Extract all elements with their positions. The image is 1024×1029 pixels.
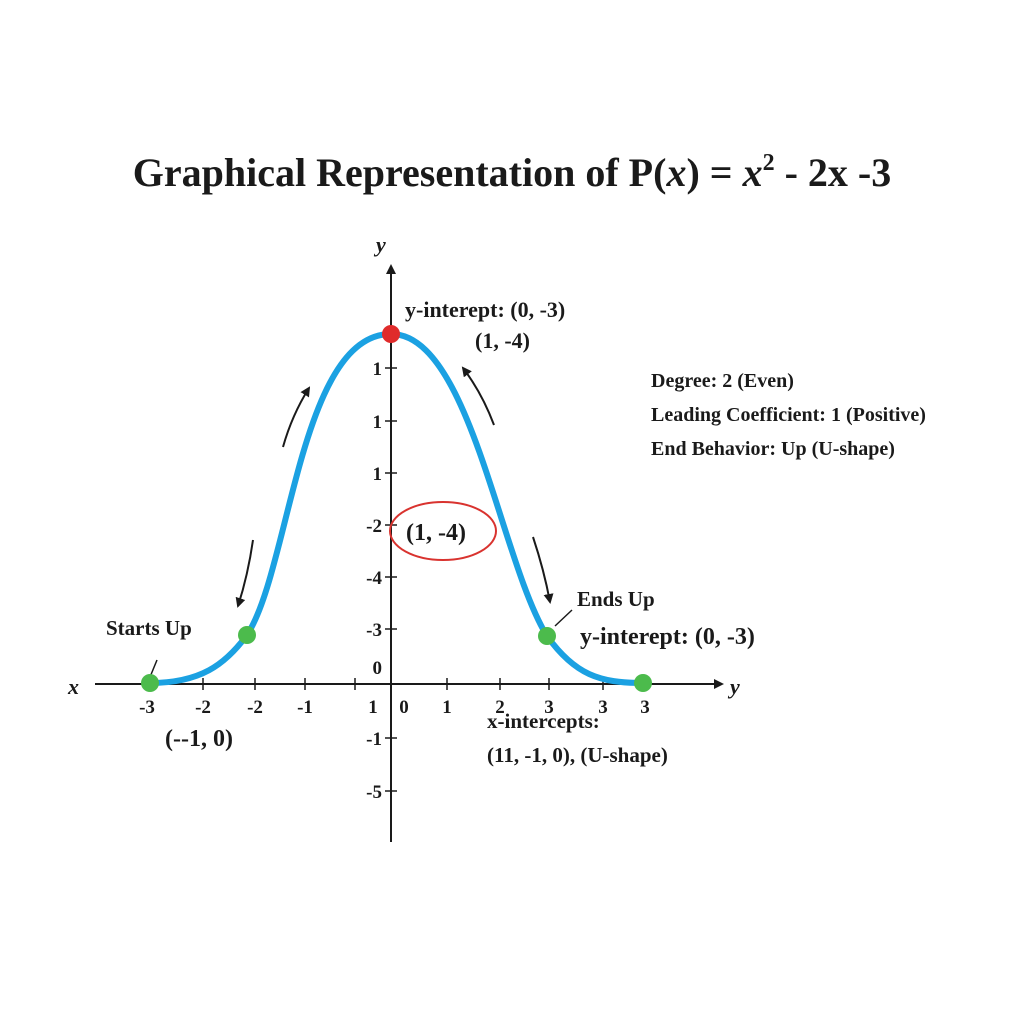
annotation: Ends Up [577, 587, 655, 611]
title-text: - 2x -3 [775, 150, 892, 195]
point [141, 674, 159, 692]
y-tick-label: 1 [373, 359, 383, 380]
y-tick-label: 1 [373, 464, 383, 485]
title-exponent: 2 [763, 150, 775, 176]
x-tick-label: 0 [399, 697, 409, 718]
x-tick-label: -1 [297, 697, 313, 718]
title-var: x [665, 150, 686, 195]
title-var: x [742, 150, 763, 195]
annotation: (--1, 0) [165, 726, 233, 752]
point [238, 626, 256, 644]
y-tick-label: 0 [373, 658, 383, 679]
annotation: (11, -1, 0), (U-shape) [487, 743, 668, 767]
y-tick-label: -2 [366, 516, 382, 537]
annotation: y-interept: (0, -3) [580, 624, 755, 650]
x-axis-end-label: y [727, 674, 740, 699]
info-line: Degree: 2 (Even) [651, 370, 794, 392]
leader-line [554, 609, 573, 627]
y-tick-label: -4 [366, 568, 382, 589]
x-tick-label: -2 [195, 697, 211, 718]
x-tick-label: 3 [544, 697, 554, 718]
x-tick-label: -3 [139, 697, 155, 718]
annotation: (1, -4) [475, 328, 530, 353]
y-axis-label: y [373, 232, 386, 257]
x-tick-label: 3 [640, 697, 650, 718]
arrow [461, 366, 495, 426]
x-tick-label: 3 [598, 697, 608, 718]
x-tick-label: 2 [495, 697, 505, 718]
point [634, 674, 652, 692]
annotation: Starts Up [106, 616, 192, 640]
arrow [235, 539, 254, 608]
x-axis-label: x [67, 674, 79, 699]
y-tick-label: -5 [366, 782, 382, 803]
title-text: ) = [686, 150, 742, 195]
arrow [282, 386, 311, 448]
curve [149, 330, 644, 686]
vertex-point [382, 325, 400, 343]
annotation: (1, -4) [406, 520, 466, 546]
annotation: x-intercepts: [487, 709, 600, 733]
arrow [532, 536, 554, 604]
title: Graphical Representation of P(x) = x2 - … [133, 150, 891, 195]
x-tick-label: -2 [247, 697, 263, 718]
x-tick-label: 1 [368, 697, 378, 718]
y-tick-label: -3 [366, 620, 382, 641]
info-line: End Behavior: Up (U-shape) [651, 438, 895, 460]
y-tick-label: 1 [373, 412, 383, 433]
y-tick-label: -1 [366, 729, 382, 750]
x-tick-label: 1 [442, 697, 452, 718]
annotation: y-interept: (0, -3) [405, 297, 565, 322]
highlight-ellipse [389, 501, 497, 561]
title-text: Graphical Representation of P( [133, 150, 667, 195]
info-line: Leading Coefficient: 1 (Positive) [651, 404, 926, 426]
point [538, 627, 556, 645]
